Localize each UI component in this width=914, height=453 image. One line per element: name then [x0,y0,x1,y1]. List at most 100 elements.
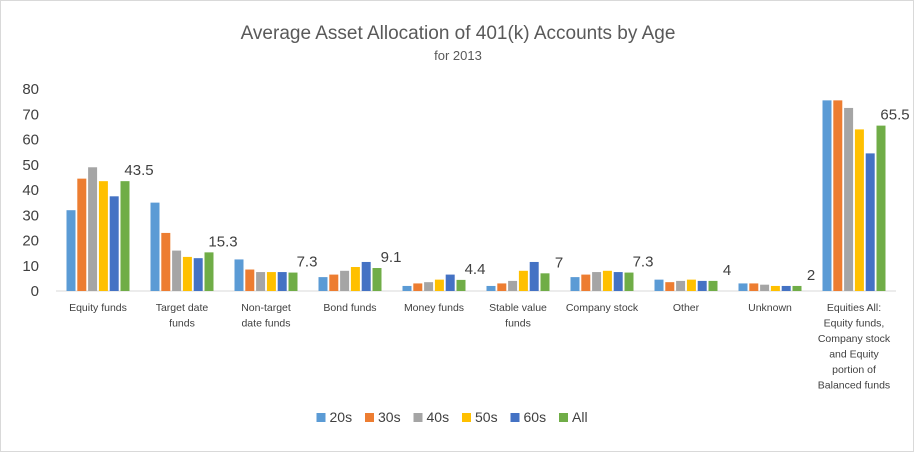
bar-60s-3 [361,261,371,291]
bar-all-5 [540,273,550,291]
bar-50s-8 [770,285,780,291]
category-label: portion of [832,364,876,376]
legend-label: All [572,409,588,425]
y-tick-label: 10 [22,258,39,275]
bar-60s-9 [865,153,875,291]
bar-40s-4 [424,282,434,291]
category-label: and Equity [829,349,879,361]
bar-20s-8 [738,283,748,291]
bar-all-2 [288,272,298,291]
bar-30s-9 [833,100,843,291]
y-tick-label: 50 [22,157,39,174]
bar-50s-4 [434,279,444,291]
bar-30s-2 [245,269,255,291]
data-label: 4 [723,262,731,279]
legend-label: 50s [475,409,498,425]
bar-30s-4 [413,283,423,291]
bar-60s-7 [697,280,707,291]
bar-30s-0 [77,178,87,291]
bar-30s-1 [161,232,171,291]
category-label: Stable value [489,302,547,314]
legend: 20s 30s 40s 50s 60s All [316,409,588,425]
data-label: 43.5 [124,162,153,179]
data-label: 7.3 [297,254,318,271]
y-tick-label: 80 [22,81,39,98]
category-label: Company stock [818,333,891,345]
bar-40s-6 [592,272,602,291]
data-label: 4.4 [465,261,486,278]
category-label: Equity funds, [824,318,885,330]
bar-all-0 [120,181,130,291]
bar-60s-8 [781,285,791,291]
y-tick-label: 0 [31,283,39,300]
legend-label: 20s [330,409,353,425]
bar-all-8 [792,285,802,291]
data-label: 15.3 [208,233,237,250]
bar-50s-3 [350,267,360,291]
y-tick-label: 30 [22,207,39,224]
data-label: 2 [807,267,815,284]
chart-title: Average Asset Allocation of 401(k) Accou… [241,23,676,44]
legend-label: 60s [524,409,547,425]
legend-label: 40s [427,409,450,425]
y-tick-label: 40 [22,182,39,199]
bar-all-3 [372,268,382,291]
x-axis-categories: Equity funds Target date funds Non-target da… [69,302,891,392]
legend-swatch-40s [413,413,423,422]
bar-20s-3 [318,277,328,291]
category-label: funds [505,318,531,330]
category-label: Non-target [241,302,291,314]
y-tick-label: 60 [22,132,39,149]
bar-all-9 [876,125,886,291]
category-label: Money funds [404,302,464,314]
bar-30s-3 [329,274,339,291]
legend-swatch-50s [462,413,471,422]
bar-50s-5 [518,270,528,291]
category-label: date funds [241,318,290,330]
bar-40s-1 [172,250,182,291]
y-tick-label: 20 [22,233,39,250]
bars [66,100,886,291]
bar-20s-1 [150,202,160,291]
data-label: 9.1 [381,249,402,266]
bar-all-6 [624,272,634,291]
category-label: Balanced funds [818,380,890,392]
bar-50s-0 [98,181,108,291]
category-label: funds [169,318,195,330]
bar-60s-6 [613,272,623,291]
bar-all-4 [456,279,466,291]
category-label: Bond funds [323,302,376,314]
bar-30s-6 [581,274,591,291]
legend-swatch-30s [365,413,374,422]
category-label: Other [673,302,700,314]
data-labels: 43.5 15.3 7.3 9.1 4.4 7 7.3 4 2 65.5 [124,107,909,284]
y-tick-label: 70 [22,106,39,123]
data-label: 65.5 [880,107,909,124]
bar-20s-7 [654,279,664,291]
bar-20s-5 [486,285,496,291]
bar-all-1 [204,252,214,291]
bar-50s-9 [854,129,864,291]
bar-40s-2 [256,272,266,291]
category-label: Equities All: [827,302,881,314]
data-label: 7.3 [633,254,654,271]
bar-20s-4 [402,285,412,291]
bar-20s-0 [66,210,76,291]
bar-40s-9 [844,107,854,291]
category-label: Target date [156,302,209,314]
bar-60s-5 [529,261,539,291]
bar-30s-5 [497,283,507,291]
bar-20s-2 [234,259,244,291]
bar-30s-7 [665,282,675,291]
bar-50s-7 [686,279,696,291]
bar-50s-2 [266,272,276,291]
bar-50s-6 [602,270,612,291]
legend-swatch-all [559,413,568,422]
bar-30s-8 [749,283,759,291]
category-label: Company stock [566,302,639,314]
bar-40s-7 [676,280,686,291]
bar-all-7 [708,280,718,291]
data-label: 7 [555,254,563,271]
bar-40s-5 [508,280,518,291]
